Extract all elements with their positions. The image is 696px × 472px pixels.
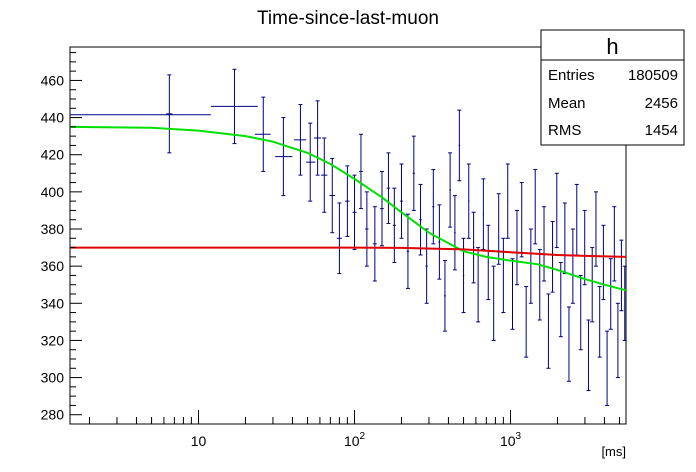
fit-curve-red: [70, 246, 627, 258]
data-point: [352, 174, 357, 250]
data-point: [533, 169, 538, 245]
data-point: [550, 221, 555, 293]
data-point: [586, 319, 591, 392]
data-point: [519, 182, 524, 258]
y-tick-label: 460: [41, 72, 65, 88]
data-point: [466, 163, 471, 239]
data-point: [372, 206, 377, 282]
data-point: [210, 68, 258, 145]
y-tick-label: 420: [41, 147, 65, 163]
data-point: [578, 274, 583, 351]
data-point: [448, 152, 453, 228]
data-point: [306, 122, 316, 202]
data-point: [437, 204, 442, 280]
data-point: [622, 265, 627, 341]
y-tick-label: 280: [41, 407, 65, 423]
data-point: [275, 117, 293, 197]
data-point: [254, 96, 271, 172]
data-point: [386, 152, 391, 224]
x-tick-label: 103: [500, 431, 522, 449]
data-point: [566, 306, 571, 382]
axes-layer: 280 300 320 340 360 380 400 420 440 460 10 102 103: [41, 52, 621, 449]
plot-frame: [69, 46, 627, 425]
x-tick-label: 10: [191, 433, 207, 449]
data-point: [574, 183, 579, 256]
series-layer: [69, 68, 627, 406]
data-point: [345, 165, 350, 237]
data-point: [491, 265, 496, 341]
data-point: [554, 172, 559, 249]
data-point: [505, 163, 510, 239]
stats-entries-value: 180509: [628, 67, 678, 84]
data-point: [399, 163, 404, 239]
stats-rms-value: 1454: [645, 122, 678, 139]
stats-rms-label: RMS: [548, 122, 581, 139]
data-point: [542, 206, 547, 282]
data-point: [524, 286, 529, 358]
data-point: [615, 302, 620, 379]
data-point: [329, 157, 336, 234]
data-point: [471, 211, 476, 284]
data-point: [452, 195, 457, 271]
y-tick-label: 300: [41, 370, 65, 386]
data-point: [601, 224, 606, 301]
x-axis-label: [ms]: [601, 444, 626, 459]
data-point: [528, 228, 533, 304]
stats-entries-label: Entries: [548, 67, 595, 84]
data-point: [457, 109, 462, 182]
y-tick-label: 400: [41, 184, 65, 200]
data-point: [314, 100, 322, 176]
stats-box-frame: [540, 29, 685, 146]
data-point: [431, 169, 436, 245]
data-point: [358, 133, 363, 210]
x-tick-label: 102: [344, 431, 366, 449]
data-point: [593, 191, 598, 267]
data-point: [336, 202, 342, 275]
data-point: [424, 228, 429, 304]
data-point: [619, 239, 624, 312]
data-point: [486, 224, 491, 301]
data-point: [558, 261, 563, 338]
data-point: [514, 209, 519, 286]
data-point: [546, 293, 551, 369]
data-point: [582, 209, 587, 286]
data-point: [597, 286, 602, 358]
y-tick-label: 360: [41, 258, 65, 274]
data-point: [570, 228, 575, 304]
data-point: [294, 104, 307, 176]
x-tick-exponent: 2: [360, 431, 366, 442]
data-point: [612, 206, 617, 282]
stats-box-title: h: [606, 34, 618, 59]
data-point: [364, 191, 369, 267]
y-tick-label: 440: [41, 110, 65, 126]
data-point: [405, 213, 410, 289]
data-point: [166, 74, 173, 154]
data-point: [418, 183, 423, 256]
data-point: [510, 258, 515, 330]
x-tick-exponent: 3: [516, 431, 522, 442]
data-point: [321, 137, 328, 213]
y-tick-label: 340: [41, 295, 65, 311]
data-point: [476, 247, 481, 323]
stats-box: h Entries 180509 Mean 2456 RMS 1454: [540, 29, 685, 146]
data-point: [605, 330, 610, 406]
chart-title: Time-since-last-muon: [257, 8, 439, 29]
data-point: [442, 260, 447, 332]
data-point: [379, 170, 384, 247]
data-point: [411, 135, 416, 211]
stats-mean-value: 2456: [645, 95, 678, 112]
data-point: [496, 193, 501, 265]
data-point: [392, 187, 397, 263]
y-tick-label: 320: [41, 332, 65, 348]
data-point: [537, 248, 542, 321]
data-point: [562, 202, 567, 275]
data-point: [481, 178, 486, 250]
fit-curve-green: [69, 125, 627, 292]
data-point: [608, 258, 613, 330]
stats-mean-label: Mean: [548, 95, 586, 112]
y-tick-label: 380: [41, 221, 65, 237]
data-point: [590, 247, 595, 323]
data-point: [501, 237, 506, 314]
